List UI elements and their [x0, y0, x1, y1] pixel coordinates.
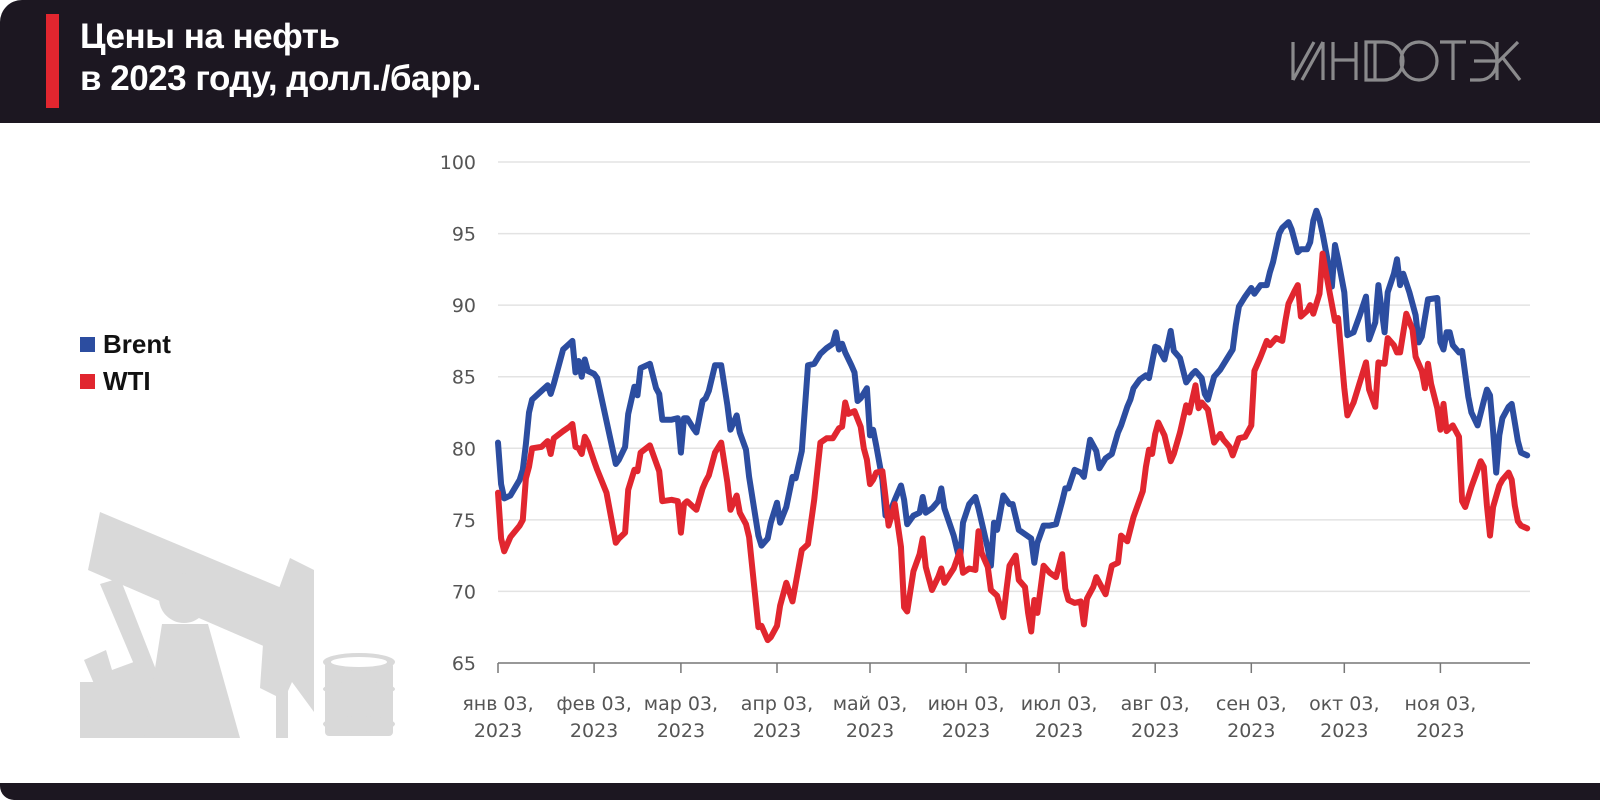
x-tick-label-year: 2023: [657, 720, 705, 742]
x-tick-label: ноя 03,: [1405, 693, 1477, 715]
y-tick-label: 75: [452, 510, 476, 532]
infotek-logo: ИНФОТЭК: [1291, 40, 1522, 82]
oil-pumpjack-icon: [80, 512, 314, 738]
y-tick-label: 95: [452, 224, 476, 246]
grid-lines: [498, 161, 1530, 593]
y-tick-label: 85: [452, 367, 476, 389]
x-tick-label: июл 03,: [1021, 693, 1098, 715]
x-tick-label: май 03,: [833, 693, 908, 715]
series-lines: [495, 207, 1531, 644]
x-tick-label: сен 03,: [1216, 693, 1287, 715]
footer-bar: [0, 783, 1600, 800]
x-tick-label: мар 03,: [644, 693, 718, 715]
legend-swatch-wti: [80, 374, 95, 389]
legend-label-brent: Brent: [103, 329, 171, 359]
x-tick-label-year: 2023: [570, 720, 618, 742]
chart-title: Цены на нефть в 2023 году, долл./барр.: [80, 16, 482, 100]
legend-item-wti[interactable]: WTI: [80, 363, 171, 400]
x-tick-label-year: 2023: [942, 720, 990, 742]
x-tick-label: окт 03,: [1309, 693, 1379, 715]
title-accent-bar: [46, 14, 59, 108]
x-tick-label: июн 03,: [928, 693, 1005, 715]
chart-legend: Brent WTI: [80, 326, 171, 400]
x-tick-label-year: 2023: [1320, 720, 1368, 742]
oil-illustration: [80, 512, 395, 738]
x-tick-label: фев 03,: [556, 693, 631, 715]
legend-swatch-brent: [80, 337, 95, 352]
x-tick-label-year: 2023: [753, 720, 801, 742]
title-line-1: Цены на нефть: [80, 17, 340, 56]
x-tick-label-year: 2023: [1227, 720, 1275, 742]
y-tick-label: 80: [452, 438, 476, 460]
x-tick-label-year: 2023: [1131, 720, 1179, 742]
x-tick-label-year: 2023: [474, 720, 522, 742]
series-line-brent: [495, 207, 1531, 569]
x-tick-label-year: 2023: [846, 720, 894, 742]
y-axis: 65 70 75 80 85 90 95 100: [440, 152, 476, 675]
title-line-2: в 2023 году, долл./барр.: [80, 59, 482, 98]
x-tick-label: апр 03,: [741, 693, 813, 715]
header-bar: Цены на нефть в 2023 году, долл./барр.: [0, 0, 1600, 123]
x-axis: янв 03, 2023 фев 03, 2023 мар 03, 2023 апр 03,…: [462, 662, 1530, 742]
x-tick-label: янв 03,: [462, 693, 533, 715]
y-tick-label: 90: [452, 295, 476, 317]
x-tick-label-year: 2023: [1035, 720, 1083, 742]
x-tick-label: авг 03,: [1121, 693, 1190, 715]
y-tick-label: 65: [452, 653, 476, 675]
x-tick-label-year: 2023: [1416, 720, 1464, 742]
series-line-wti: [495, 250, 1531, 644]
y-tick-label: 100: [440, 152, 476, 174]
legend-label-wti: WTI: [103, 366, 151, 396]
y-tick-label: 70: [452, 581, 476, 603]
legend-item-brent[interactable]: Brent: [80, 326, 171, 363]
oil-barrel-icon: [323, 653, 395, 736]
